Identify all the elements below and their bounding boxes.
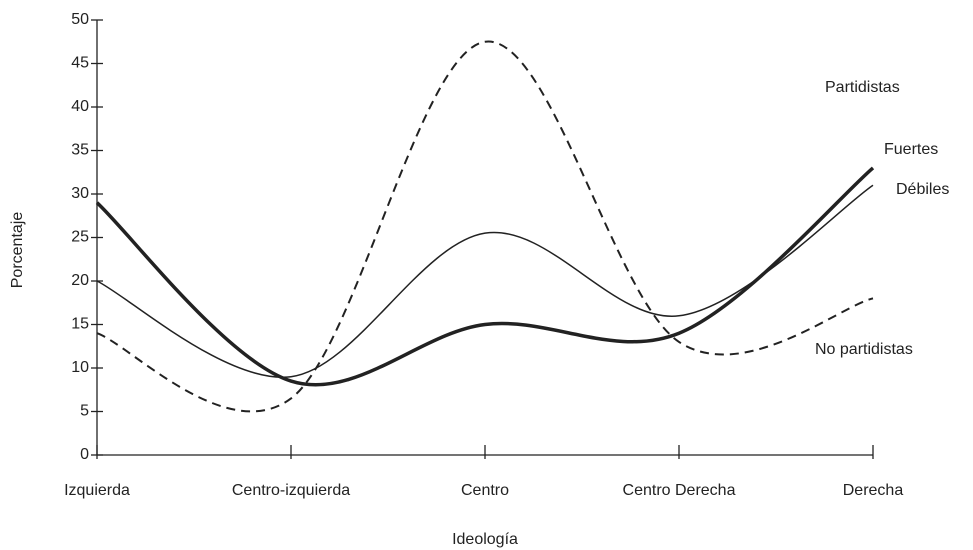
y-tick-label: 35 bbox=[71, 142, 89, 159]
line bbox=[95, 166, 875, 387]
y-axis-label: Porcentaje bbox=[9, 212, 26, 289]
series-label: Débiles bbox=[896, 181, 949, 198]
y-tick-label: 5 bbox=[80, 403, 89, 420]
x-tick-label: Izquierda bbox=[64, 482, 130, 499]
y-tick-label: 0 bbox=[80, 446, 89, 463]
y-tick-label: 50 bbox=[71, 11, 89, 28]
x-tick-label: Derecha bbox=[843, 482, 904, 499]
y-tick-label: 40 bbox=[71, 98, 89, 115]
y-tick-label: 45 bbox=[71, 55, 89, 72]
y-tick-label: 25 bbox=[71, 229, 89, 246]
y-tick-label: 15 bbox=[71, 316, 89, 333]
y-tick-label: 30 bbox=[71, 185, 89, 202]
x-tick-label: Centro Derecha bbox=[623, 482, 736, 499]
series-label: No partidistas bbox=[815, 341, 913, 358]
x-axis-label: Ideología bbox=[452, 531, 518, 548]
x-tick-label: Centro bbox=[461, 482, 509, 499]
y-tick-label: 20 bbox=[71, 272, 89, 289]
x-tick-label: Centro-izquierda bbox=[232, 482, 350, 499]
line bbox=[96, 184, 874, 378]
line bbox=[96, 40, 874, 413]
annotation: Partidistas bbox=[825, 79, 900, 96]
y-tick-label: 10 bbox=[71, 359, 89, 376]
series-label: Fuertes bbox=[884, 141, 938, 158]
